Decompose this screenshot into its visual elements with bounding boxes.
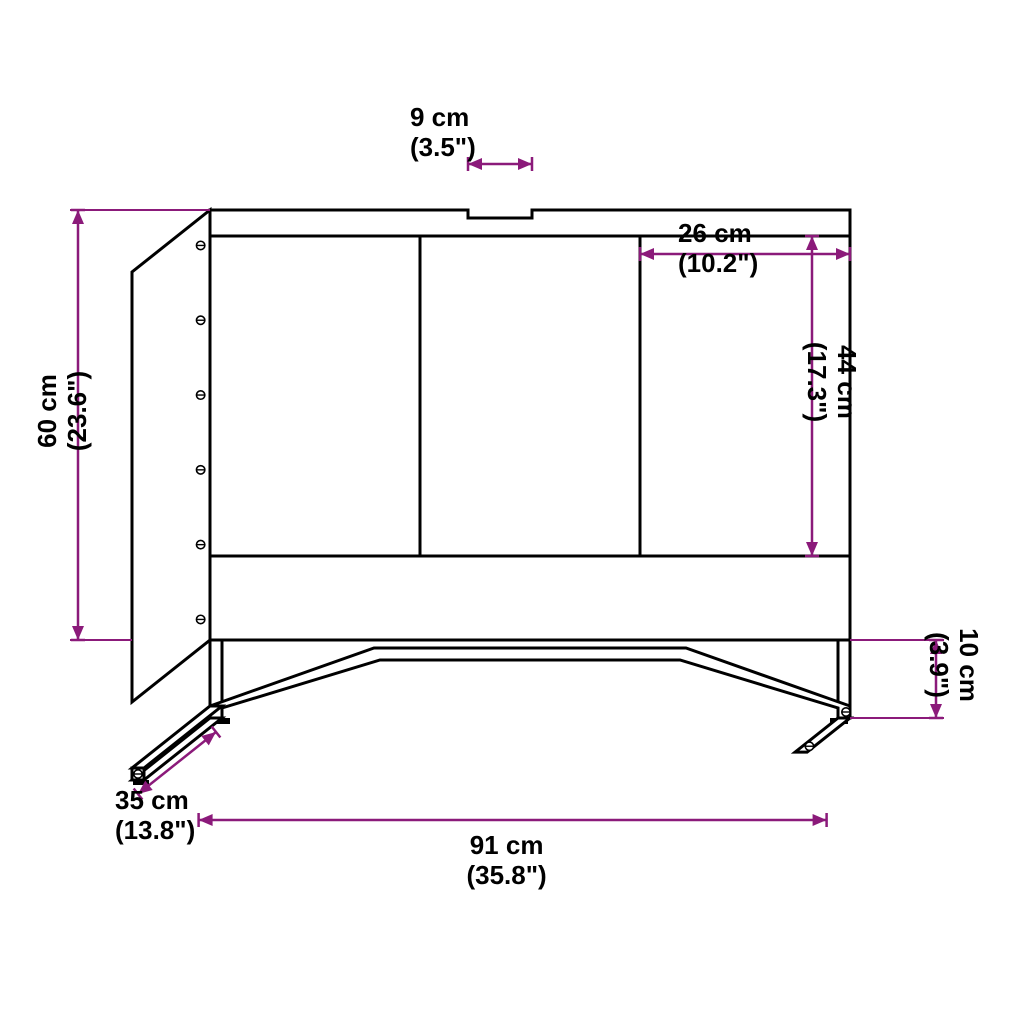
dim-door-w-in: (10.2")	[678, 248, 758, 278]
dim-door-h-in: (17.3")	[802, 342, 832, 422]
dim-depth-cm: 35 cm	[115, 785, 189, 815]
dim-depth-in: (13.8")	[115, 815, 195, 845]
dim-height-cm: 60 cm	[32, 374, 62, 448]
dim-depth: 35 cm(13.8")	[115, 785, 195, 845]
dimension-diagram: 9 cm(3.5")26 cm(10.2")60 cm(23.6")44 cm(…	[0, 0, 1024, 1024]
side-panel	[132, 210, 210, 702]
dim-height: 60 cm(23.6")	[32, 371, 92, 451]
dim-width: 91 cm(35.8")	[466, 830, 546, 890]
dim-door-h-cm: 44 cm	[832, 345, 862, 419]
dim-width-cm: 91 cm	[470, 830, 544, 860]
dim-leg-h-in: (3.9")	[924, 632, 954, 698]
dim-leg-h-cm: 10 cm	[954, 628, 984, 702]
dim-notch-cm: 9 cm	[410, 102, 469, 132]
front-base	[210, 648, 850, 718]
dim-door-w: 26 cm(10.2")	[678, 218, 758, 278]
dim-door-h: 44 cm(17.3")	[802, 342, 862, 422]
dim-width-in: (35.8")	[466, 860, 546, 890]
dim-door-w-cm: 26 cm	[678, 218, 752, 248]
dim-notch: 9 cm(3.5")	[410, 102, 476, 162]
dim-leg-h: 10 cm(3.9")	[924, 628, 984, 702]
dim-height-in: (23.6")	[62, 371, 92, 451]
dim-notch-in: (3.5")	[410, 132, 476, 162]
